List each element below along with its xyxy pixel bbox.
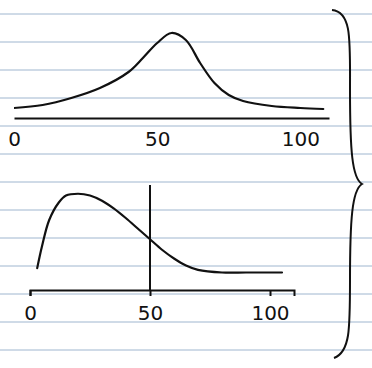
paper-line [0,14,372,15]
tick: 0 [8,118,21,151]
paper-lines [0,14,372,350]
paper-line [0,182,372,183]
plot-area [37,194,282,273]
tick: 100 [282,118,320,151]
panel: 0 50 100 [8,33,329,151]
paper-line [0,294,372,295]
tick-label: 50 [145,127,170,151]
tick-mark [150,290,152,296]
tick-label: 0 [8,127,21,151]
axis-line [31,291,295,297]
axis-line [15,118,330,120]
tick: 100 [251,290,289,325]
x-axis: 0 50 100 [8,118,329,151]
curve [14,33,323,109]
tick-mark [30,290,32,296]
paper-line [0,322,372,323]
tick-mark [270,290,272,296]
tick: 50 [138,290,163,325]
tick: 50 [145,118,170,151]
panel: 0 50 100 [24,185,294,325]
paper-line [0,154,372,155]
paper-line [0,98,372,99]
paper-line [0,70,372,71]
paper-line [0,350,372,351]
curve [37,194,282,273]
tick: 0 [24,290,37,325]
paper-line [0,210,372,211]
tick-label: 0 [24,301,37,325]
paper-line [0,238,372,239]
tick-label: 50 [138,301,163,325]
brace [332,10,362,358]
plot-area [14,33,323,109]
tick-label: 100 [251,301,289,325]
canvas: 0 50 100 0 50 100 [0,0,372,368]
x-axis: 0 50 100 [24,290,294,325]
tick-label: 100 [282,127,320,151]
